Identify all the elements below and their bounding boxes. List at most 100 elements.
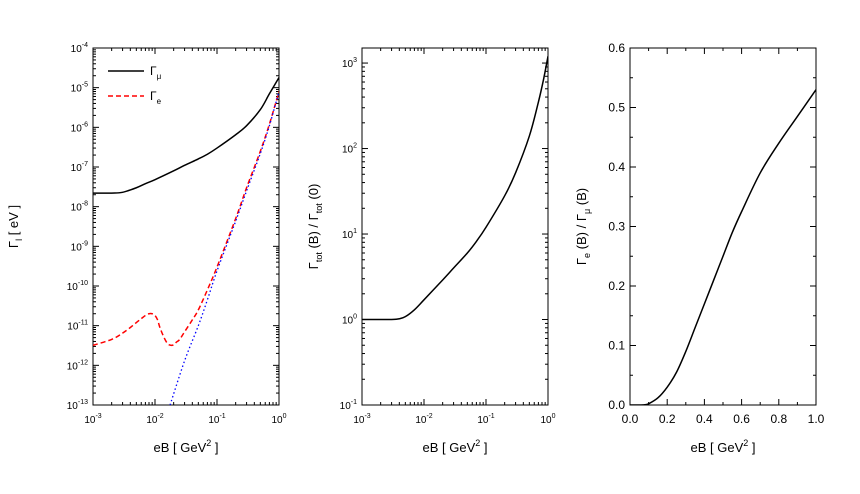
x-tick-exponent: 0 (283, 413, 287, 420)
y-tick-base: 10 (342, 59, 354, 70)
y-tick-label: 10-13 (67, 399, 88, 412)
y-tick-label: 102 (342, 143, 357, 156)
x-tick-exponent: -3 (364, 413, 370, 420)
y-tick-label: 0.2 (608, 279, 625, 293)
y-tick-base: 10 (340, 401, 352, 412)
x-axis-label-end: ] (211, 440, 218, 455)
y-tick-base: 10 (71, 123, 83, 134)
y-tick-exponent: -5 (82, 82, 88, 89)
x-tick-label: 10-2 (146, 413, 163, 426)
data-lines (630, 89, 816, 405)
y-tick-base: 10 (67, 282, 79, 293)
x-tick-label: 10-2 (415, 413, 432, 426)
y-tick-label: 10-12 (67, 359, 88, 372)
x-axis-label-superscript: 2 (475, 438, 480, 448)
y-tick-base: 10 (71, 163, 83, 174)
y-tick-exponent: 3 (353, 57, 357, 64)
x-tick-label: 100 (271, 413, 286, 426)
x-tick-label: 10-3 (84, 413, 101, 426)
plot-frame (629, 47, 817, 406)
y-tick-exponent: -12 (78, 359, 88, 366)
y-tick-label: 0.3 (608, 220, 625, 234)
x-axis-label: eB [ GeV2 ] (154, 438, 219, 455)
y-tick-label: 10-6 (71, 121, 88, 134)
y-tick-exponent: -6 (82, 121, 88, 128)
x-tick-base: 10 (84, 415, 96, 426)
x-axis-label: eB [ GeV2 ] (691, 438, 756, 455)
y-tick-exponent: -9 (82, 240, 88, 247)
y-tick-base: 10 (342, 316, 354, 327)
y-tick-label: 10-8 (71, 201, 88, 214)
y-tick-base: 10 (67, 322, 79, 333)
y-tick-base: 10 (71, 242, 83, 253)
y-tick-exponent: 1 (353, 228, 357, 235)
legend-subscript: e (157, 97, 162, 106)
y-tick-label: 0.0 (608, 398, 625, 412)
y-tick-label: 100 (342, 314, 357, 327)
y-tick-exponent: 0 (353, 314, 357, 321)
legend-label-Γμ: Γμ (150, 64, 162, 81)
y-tick-label: 0.1 (608, 339, 625, 353)
y-axis-label-middle: (B) / Γ (574, 214, 589, 253)
data-lines (93, 77, 279, 405)
plot-frame (361, 47, 549, 406)
ticks (92, 47, 280, 406)
y-tick-exponent: -13 (78, 399, 88, 406)
y-tick-exponent: -10 (78, 280, 88, 287)
x-tick-exponent: -3 (95, 413, 101, 420)
x-axis-label-end: ] (480, 440, 487, 455)
x-tick-base: 10 (415, 415, 427, 426)
series-line-Γe (93, 91, 279, 347)
x-tick-exponent: 0 (552, 413, 556, 420)
x-tick-base: 10 (477, 415, 489, 426)
x-tick-base: 10 (146, 415, 158, 426)
chart-panel-3: 0.0 0.2 0.4 0.6 0.8 1.0 0.0 0.1 0.2 0.3 0.4 0.5 0.6 e… (574, 41, 825, 455)
y-tick-label: 103 (342, 57, 357, 70)
y-tick-label: 0.4 (608, 160, 625, 174)
x-axis-label-text: eB [ GeV (691, 440, 744, 455)
legend-subscript: μ (157, 72, 162, 81)
series-line-Γtot(B)/Γtot(0) (362, 56, 548, 321)
x-tick-label: 100 (540, 413, 555, 426)
x-tick-label: 0.8 (770, 412, 787, 426)
y-axis-label-subscript: tot (314, 203, 324, 214)
x-tick-exponent: -1 (488, 413, 494, 420)
y-tick-base: 10 (71, 203, 83, 214)
chart-panel-1: 10-3 10-2 10-1 10010-1310-1210-1110-1010-91… (6, 42, 287, 455)
y-axis-label-subscript: tot (314, 252, 324, 263)
y-tick-label: 10-11 (67, 320, 88, 333)
legend-gamma: Γ (150, 89, 157, 103)
y-axis-label-gamma: Γ (574, 258, 589, 265)
y-axis-label: Γe (B) / Γμ (B) (574, 188, 592, 265)
x-tick-base: 10 (353, 415, 365, 426)
y-axis-label-gamma: Γ (6, 241, 21, 248)
y-axis-label-end: (0) (306, 184, 321, 204)
y-tick-label: 10-9 (71, 240, 88, 253)
plot-frame (92, 47, 280, 406)
y-axis-label-gamma: Γ (306, 262, 321, 269)
x-tick-label: 10-3 (353, 413, 370, 426)
y-axis-label-subscript: e (582, 253, 592, 258)
legend-gamma: Γ (150, 64, 157, 78)
y-axis-label: Γl [ eV ] (6, 205, 24, 248)
y-tick-label: 10-4 (71, 42, 88, 55)
x-tick-base: 10 (540, 415, 552, 426)
x-axis-label: eB [ GeV2 ] (423, 438, 488, 455)
y-axis-label-end: [ eV ] (6, 205, 21, 239)
y-tick-label: 10-10 (67, 280, 88, 293)
x-tick-label: 0.2 (659, 412, 676, 426)
y-tick-base: 10 (342, 145, 354, 156)
x-tick-exponent: -2 (157, 413, 163, 420)
y-axis-label-middle: (B) / Γ (306, 213, 321, 252)
data-lines (362, 56, 548, 321)
x-axis-label-superscript: 2 (743, 438, 748, 448)
x-tick-base: 10 (271, 415, 283, 426)
y-tick-exponent: 2 (353, 143, 357, 150)
y-tick-exponent: -8 (82, 201, 88, 208)
y-tick-label: 0.6 (608, 41, 625, 55)
x-axis-label-text: eB [ GeV (154, 440, 207, 455)
series-line-asymptote (169, 91, 279, 405)
